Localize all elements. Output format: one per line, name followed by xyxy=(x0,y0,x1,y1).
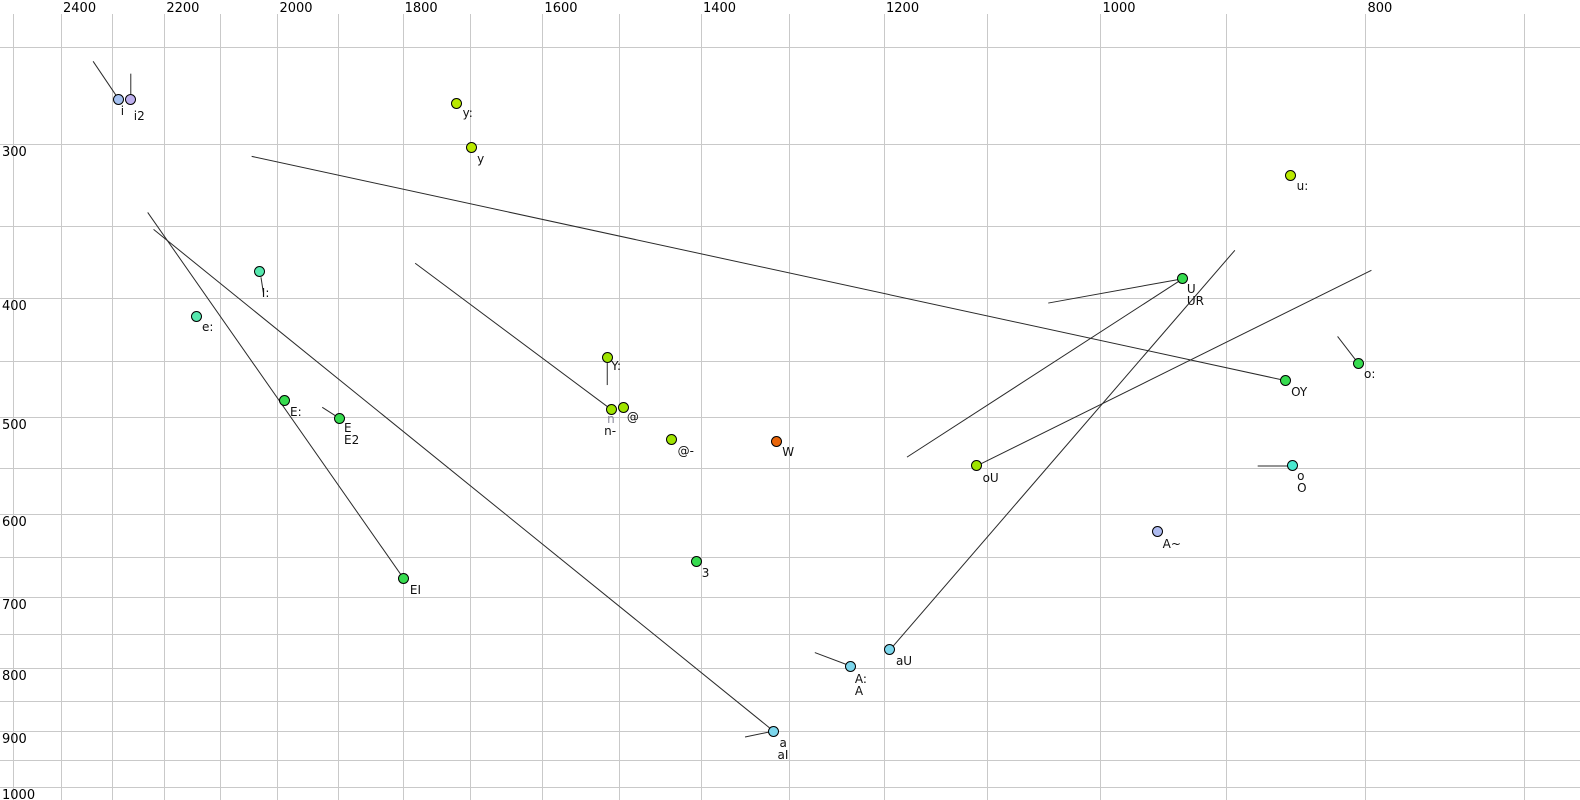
point-label-y: y xyxy=(477,151,485,166)
point-label-I-long: I: xyxy=(261,285,270,300)
data-point-e-long[interactable] xyxy=(190,310,202,322)
point-label-a-1: aI xyxy=(777,748,789,763)
point-label-aU: aU xyxy=(895,653,913,668)
point-label-OY: OY xyxy=(1291,385,1308,400)
y-tick-300: 300 xyxy=(2,145,27,160)
point-label-a: a xyxy=(779,736,787,751)
point-label-i: i xyxy=(120,104,125,119)
data-point-o-long[interactable] xyxy=(1352,357,1364,369)
x-tick-1600: 1600 xyxy=(544,1,578,16)
point-label-U: U xyxy=(1186,281,1196,296)
trajectory-line-14 xyxy=(1048,278,1183,304)
data-point-i2[interactable] xyxy=(125,93,137,105)
point-label-schwa-r: @- xyxy=(677,443,694,458)
point-label-y-long: y: xyxy=(462,106,473,121)
y-tick-800: 800 xyxy=(2,669,27,685)
point-label-A-long: A: xyxy=(854,672,867,687)
point-label-3: 3 xyxy=(701,566,710,581)
point-label-E2: E xyxy=(344,421,352,436)
data-point-A-long[interactable] xyxy=(845,660,857,672)
trajectory-line-2 xyxy=(251,155,1286,381)
data-point-y[interactable] xyxy=(465,142,477,154)
data-point-U[interactable] xyxy=(1177,273,1189,285)
x-tick-2000: 2000 xyxy=(279,1,313,16)
data-point-i[interactable] xyxy=(113,93,125,105)
x-tick-2200: 2200 xyxy=(166,1,200,16)
x-tick-1800: 1800 xyxy=(404,1,438,16)
trajectory-line-13 xyxy=(889,249,1236,651)
point-label-o-1: O xyxy=(1297,480,1307,495)
point-label-u-long: u: xyxy=(1296,179,1309,194)
data-point-schwa-r[interactable] xyxy=(666,434,678,446)
point-label-E2-1: E2 xyxy=(344,433,360,448)
data-point-n[interactable] xyxy=(605,403,617,415)
point-label-n-1: n- xyxy=(604,424,617,439)
data-point-E2[interactable] xyxy=(333,412,345,424)
point-label-A-long-1: A xyxy=(854,684,864,699)
trajectory-line-11 xyxy=(814,652,852,667)
x-tick-2400: 2400 xyxy=(63,1,97,16)
x-tick-1200: 1200 xyxy=(886,1,920,16)
trajectory-line-15 xyxy=(976,269,1372,467)
trajectory-line-4 xyxy=(153,229,774,732)
point-label-n: n xyxy=(607,412,615,427)
y-tick-600: 600 xyxy=(2,515,27,531)
data-point-OY[interactable] xyxy=(1279,374,1291,386)
data-point-schwa[interactable] xyxy=(618,401,630,413)
y-tick-500: 500 xyxy=(2,417,27,433)
point-label-E-long: E: xyxy=(290,404,302,419)
data-point-u-long[interactable] xyxy=(1285,169,1297,181)
data-point-3[interactable] xyxy=(691,555,703,567)
y-tick-700: 700 xyxy=(2,597,27,613)
data-point-I-long[interactable] xyxy=(254,266,266,278)
y-tick-900: 900 xyxy=(2,732,27,748)
point-label-A-nasal: A~ xyxy=(1162,536,1181,551)
data-point-a[interactable] xyxy=(768,725,780,737)
y-tick-400: 400 xyxy=(2,298,27,314)
point-label-EI: EI xyxy=(409,582,422,597)
point-label-o: o xyxy=(1297,468,1305,483)
data-point-y-long[interactable] xyxy=(451,97,463,109)
x-tick-1400: 1400 xyxy=(702,1,737,16)
point-label-e-long: e: xyxy=(202,320,214,335)
point-label-W: W xyxy=(782,445,795,460)
point-label-U-1: UR xyxy=(1186,293,1204,308)
trajectory-line-16 xyxy=(906,278,1184,458)
point-label-Y-long: Y: xyxy=(611,359,622,374)
data-point-o[interactable] xyxy=(1286,460,1298,472)
point-label-schwa: @ xyxy=(626,410,639,425)
x-tick-1000: 1000 xyxy=(1102,1,1136,16)
data-point-Y-long[interactable] xyxy=(601,351,613,363)
point-label-oU: oU xyxy=(982,470,999,485)
data-point-oU[interactable] xyxy=(971,460,983,472)
y-tick-1000: 1000 xyxy=(2,788,36,800)
x-tick-800: 800 xyxy=(1367,1,1393,16)
trajectory-line-0 xyxy=(92,61,120,100)
trajectory-line-3 xyxy=(147,212,405,580)
data-point-E-long[interactable] xyxy=(278,395,290,407)
data-point-W[interactable] xyxy=(770,435,782,447)
data-point-aU[interactable] xyxy=(884,644,896,656)
data-point-EI[interactable] xyxy=(398,573,410,585)
data-point-A-nasal[interactable] xyxy=(1152,526,1164,538)
trajectory-line-8 xyxy=(260,277,264,293)
trajectory-line-5 xyxy=(414,262,612,410)
point-label-o-long: o: xyxy=(1364,367,1376,382)
point-label-i2: i2 xyxy=(133,109,145,124)
